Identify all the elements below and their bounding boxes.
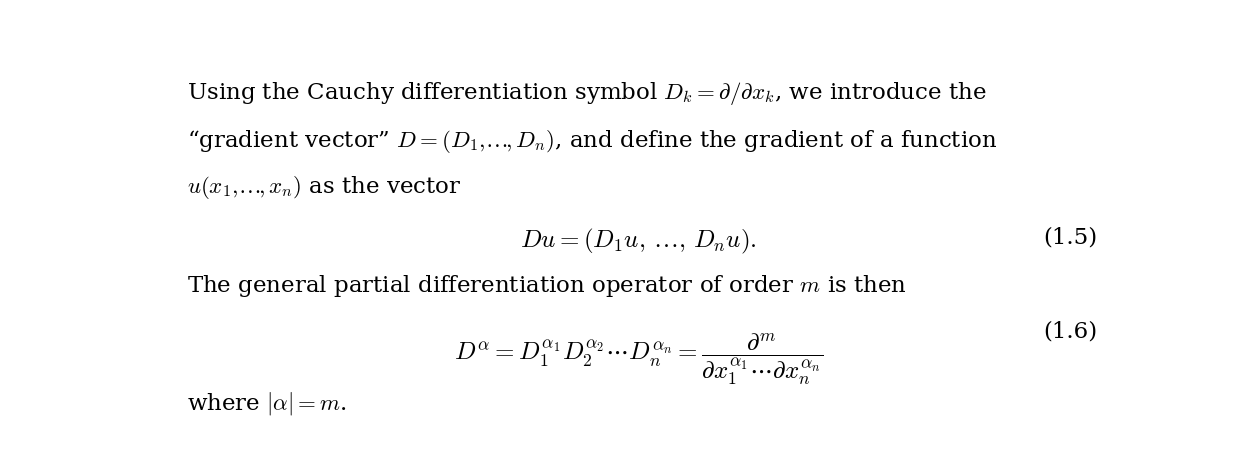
Text: Using the Cauchy differentiation symbol $D_k = \partial/\partial x_k$, we introd: Using the Cauchy differentiation symbol … [187,80,986,107]
Text: where $|\alpha| = m$.: where $|\alpha| = m$. [187,389,346,416]
Text: $u(x_1,\!\ldots\!,x_n)$ as the vector: $u(x_1,\!\ldots\!,x_n)$ as the vector [187,174,461,201]
Text: $D^{\alpha} = D_1^{\alpha_1} D_2^{\alpha_2} \cdots D_n^{\alpha_n} = \dfrac{\part: $D^{\alpha} = D_1^{\alpha_1} D_2^{\alpha… [454,331,824,387]
Text: (1.6): (1.6) [1043,320,1098,342]
Text: The general partial differentiation operator of order $m$ is then: The general partial differentiation oper… [187,273,907,298]
Text: $Du = (D_1 u,\, \ldots,\, D_n u).$: $Du = (D_1 u,\, \ldots,\, D_n u).$ [520,226,758,256]
Text: “gradient vector” $D = (D_1,\!\ldots\!,D_n)$, and define the gradient of a funct: “gradient vector” $D = (D_1,\!\ldots\!,D… [187,128,997,155]
Text: (1.5): (1.5) [1043,226,1098,248]
